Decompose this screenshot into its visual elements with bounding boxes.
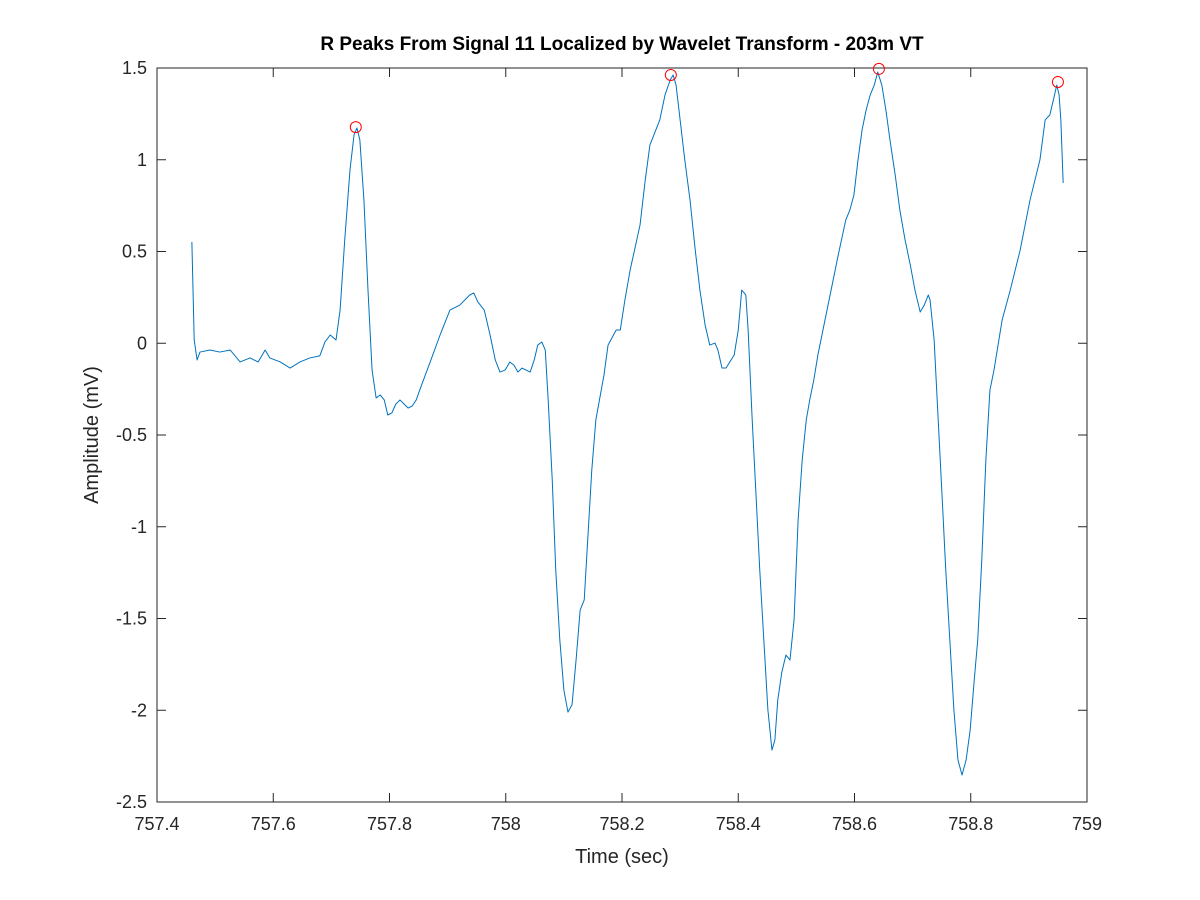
y-tick-label: 1 [137,150,147,170]
y-tick-label: -1 [131,517,147,537]
x-tick-label: 757.6 [251,814,296,834]
x-tick-label: 758.8 [948,814,993,834]
x-tick-label: 758.4 [716,814,761,834]
y-tick-label: -0.5 [116,425,147,445]
x-tick-label: 757.4 [134,814,179,834]
axes-box [156,67,1088,803]
plot-area [157,68,1087,802]
chart-title: R Peaks From Signal 11 Localized by Wave… [320,34,924,55]
y-tick-label: 0.5 [122,242,147,262]
peak-marker [872,62,885,75]
y-tick-label: 1.5 [122,58,147,78]
x-tick-label: 758 [491,814,521,834]
y-axis-label: Amplitude (mV) [81,366,103,504]
x-tick-label: 759 [1072,814,1102,834]
x-tick-label: 758.2 [599,814,644,834]
x-tick-label: 758.6 [832,814,877,834]
y-tick-label: 0 [137,333,147,353]
x-tick-label: 757.8 [367,814,412,834]
x-axis-label: Time (sec) [575,846,669,868]
y-tick-label: -1.5 [116,609,147,629]
y-tick-label: -2 [131,700,147,720]
peak-marker [664,68,677,81]
signal-line [191,71,1064,776]
peak-marker [349,121,362,134]
peak-marker [1051,75,1064,88]
y-tick-label: -2.5 [116,792,147,812]
